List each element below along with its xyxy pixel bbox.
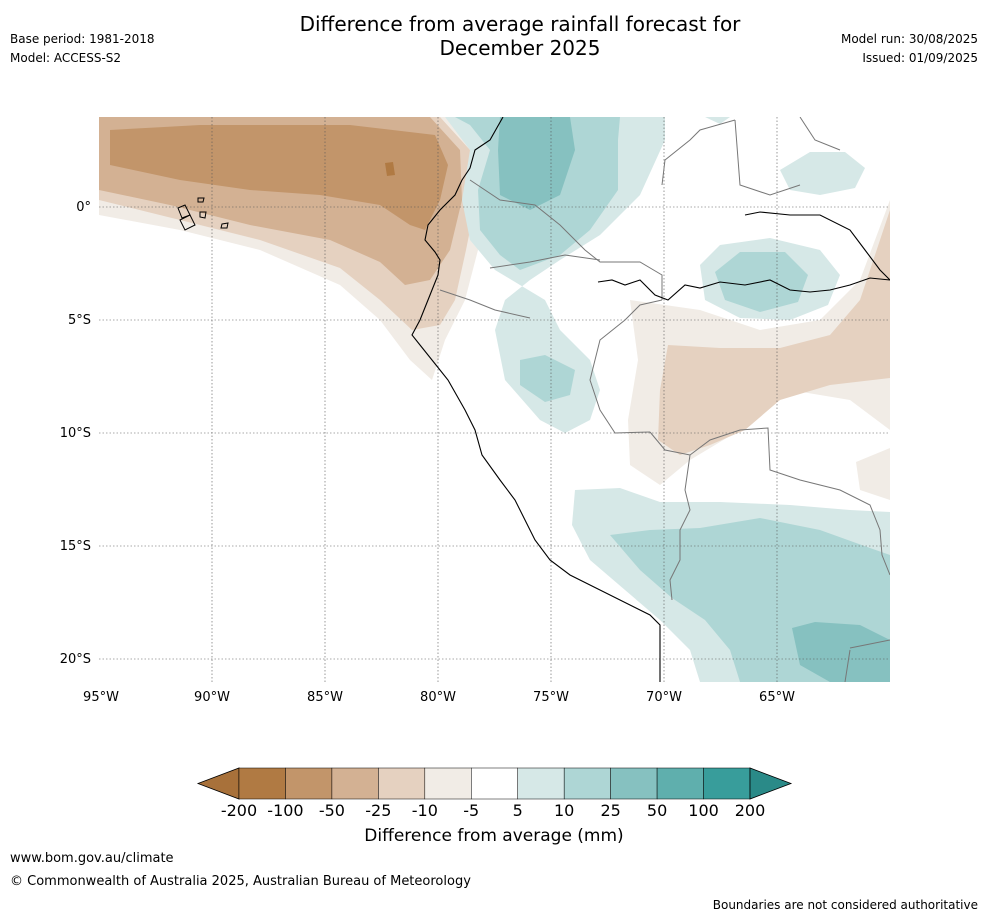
model-label: Model: ACCESS-S2 — [10, 51, 122, 65]
lon-tick-70w: 70°W — [646, 690, 682, 705]
meta-right: Model run: 30/08/2025 Issued: 01/09/2025 — [841, 30, 978, 68]
model-run-label: Model run: 30/08/2025 — [840, 32, 978, 46]
colorbar — [196, 767, 793, 800]
colorbar-tick-label: -25 — [365, 801, 391, 820]
coastline — [411, 117, 890, 682]
colorbar-tick-label: 25 — [600, 801, 620, 820]
colorbar-tick-label: -5 — [463, 801, 479, 820]
wet-zone-south-core — [792, 622, 890, 682]
colorbar-tick-label: -10 — [412, 801, 438, 820]
colorbar-swatch — [656, 767, 704, 800]
colorbar-swatch — [378, 767, 426, 800]
dry-zone-spot — [385, 162, 395, 176]
colorbar-swatch — [285, 767, 333, 800]
lat-tick-5s: 5°S — [68, 313, 91, 328]
colorbar-swatch — [471, 767, 518, 800]
dry-zone-brazil-inner — [658, 210, 890, 455]
dry-zone-southeast — [856, 448, 890, 500]
colorbar-tick-label: 10 — [554, 801, 574, 820]
map-plot-area — [99, 117, 890, 682]
colorbar-swatch — [424, 767, 472, 800]
footer-note: Boundaries are not considered authoritat… — [712, 898, 978, 912]
colorbar-swatch — [563, 767, 611, 800]
wet-zone-topright — [705, 117, 730, 124]
colorbar-tick-label: 5 — [513, 801, 523, 820]
lat-tick-15s: 15°S — [60, 539, 91, 554]
lon-tick-65w: 65°W — [759, 690, 795, 705]
map-title: Difference from average rainfall forecas… — [299, 12, 741, 60]
dry-zone-core — [110, 125, 448, 230]
country-borders — [439, 117, 890, 682]
colorbar-swatch — [517, 767, 565, 800]
lat-tick-0: 0° — [76, 200, 91, 215]
colorbar-title: Difference from average (mm) — [364, 826, 624, 846]
lon-tick-labels: 95°W 90°W 85°W 80°W 75°W 70°W 65°W — [83, 690, 795, 705]
lon-tick-75w: 75°W — [533, 690, 569, 705]
issued-label: Issued: 01/09/2025 — [862, 51, 978, 65]
colorbar-labels: -200 -100 -50 -25 -10 -5 5 10 25 50 100 200 — [221, 801, 765, 820]
meta-left: Base period: 1981-2018 Model: ACCESS-S2 — [10, 30, 155, 68]
colorbar-tick-label: -100 — [267, 801, 303, 820]
colorbar-swatch — [610, 767, 658, 800]
lon-tick-80w: 80°W — [420, 690, 456, 705]
lat-tick-20s: 20°S — [60, 652, 91, 667]
footer-url[interactable]: www.bom.gov.au/climate — [10, 851, 174, 866]
colorbar-tick-label: 50 — [647, 801, 667, 820]
colorbar-tick-label: 100 — [688, 801, 719, 820]
wet-zone-northeast — [780, 152, 865, 195]
colorbar-extend-low — [196, 767, 240, 800]
colorbar-swatch — [331, 767, 379, 800]
gridlines — [99, 117, 890, 682]
colorbar-tick-label: 200 — [735, 801, 766, 820]
wet-zone-peru — [520, 355, 575, 402]
wet-zone-north-core — [498, 117, 575, 210]
lat-tick-10s: 10°S — [60, 426, 91, 441]
colorbar-tick-label: -200 — [221, 801, 257, 820]
lon-tick-95w: 95°W — [83, 690, 119, 705]
colorbar-tick-label: -50 — [319, 801, 345, 820]
lon-tick-90w: 90°W — [194, 690, 230, 705]
colorbar-swatch — [238, 767, 286, 800]
galapagos-islands — [177, 197, 229, 231]
colorbar-extend-high — [749, 767, 793, 800]
footer-copyright: © Commonwealth of Australia 2025, Austra… — [10, 874, 471, 889]
base-period-label: Base period: 1981-2018 — [10, 32, 155, 46]
colorbar-swatch — [703, 767, 751, 800]
lat-tick-labels: 0° 5°S 10°S 15°S 20°S — [60, 200, 91, 667]
lon-tick-85w: 85°W — [307, 690, 343, 705]
